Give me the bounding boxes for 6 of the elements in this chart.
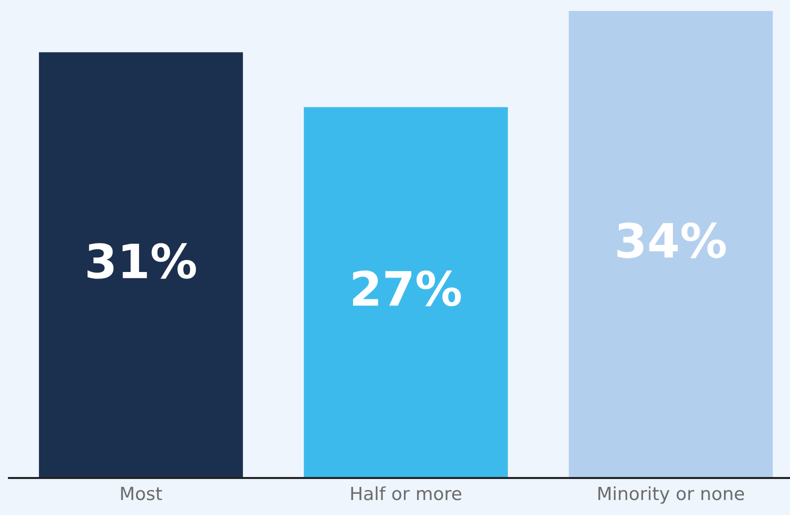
data-label: 34% <box>617 222 726 258</box>
x-tick-label: Minority or none <box>598 486 744 504</box>
data-label: 27% <box>353 270 461 306</box>
x-tick-label: Most <box>121 486 162 500</box>
x-tick-label: Half or more <box>351 486 462 500</box>
data-label: 31% <box>88 243 196 279</box>
